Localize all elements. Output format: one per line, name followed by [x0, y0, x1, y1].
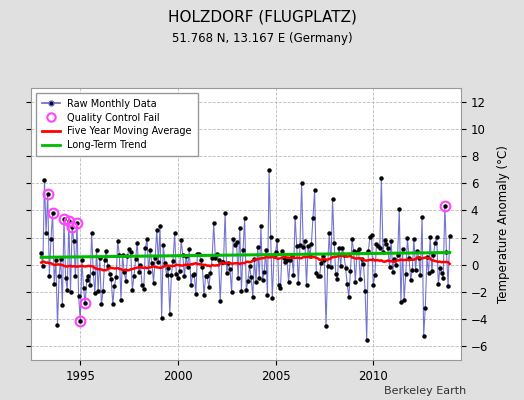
Y-axis label: Temperature Anomaly (°C): Temperature Anomaly (°C) — [497, 145, 509, 303]
Text: Berkeley Earth: Berkeley Earth — [384, 386, 466, 396]
Text: 51.768 N, 13.167 E (Germany): 51.768 N, 13.167 E (Germany) — [172, 32, 352, 45]
Legend: Raw Monthly Data, Quality Control Fail, Five Year Moving Average, Long-Term Tren: Raw Monthly Data, Quality Control Fail, … — [36, 93, 198, 156]
Text: HOLZDORF (FLUGPLATZ): HOLZDORF (FLUGPLATZ) — [168, 10, 356, 25]
